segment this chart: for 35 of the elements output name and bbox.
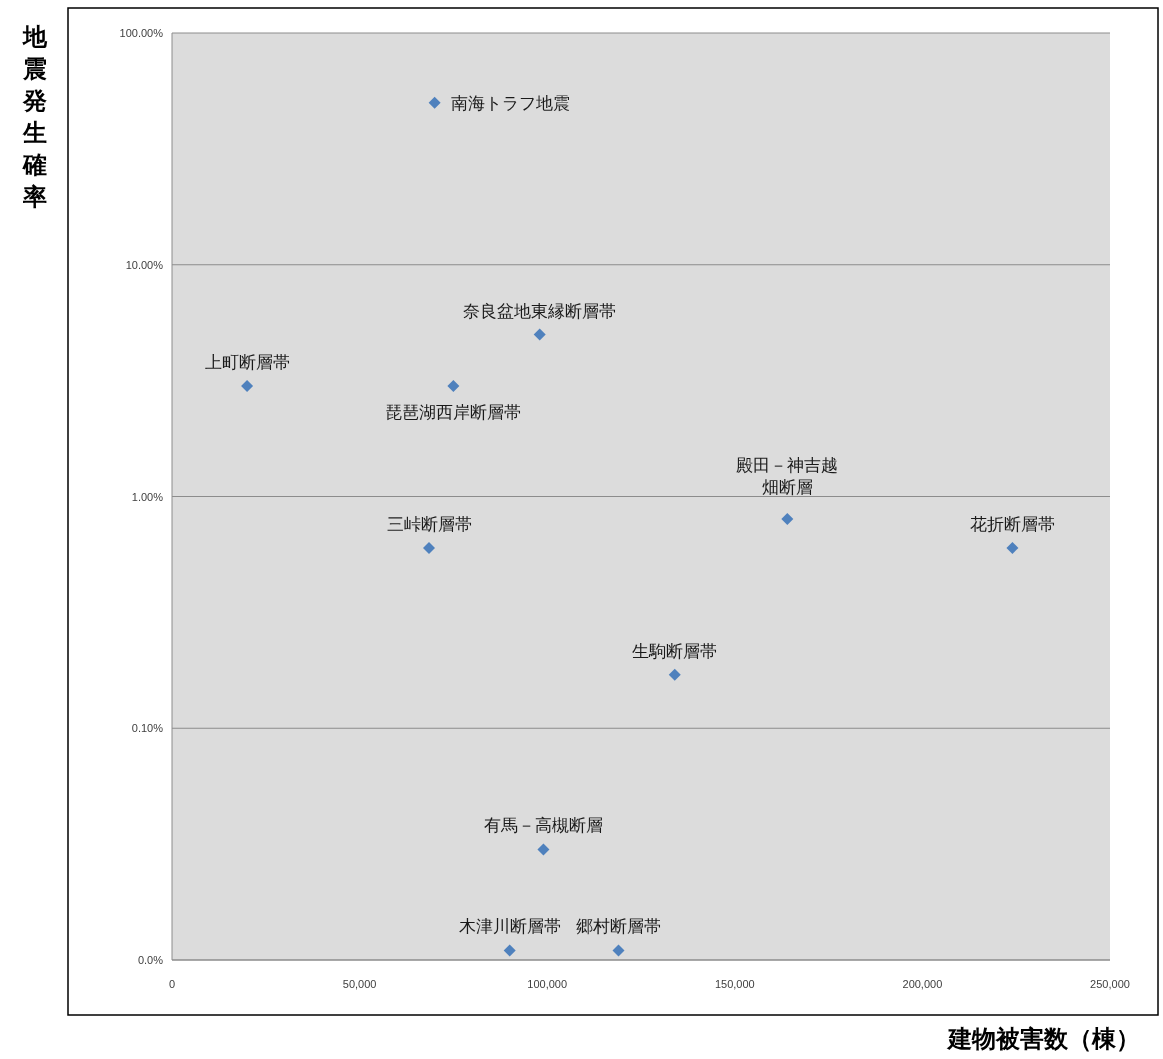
annotation: 殿田－神吉越畑断層 [735, 454, 840, 499]
y-tick-label: 100.00% [119, 27, 164, 39]
annotation: 郷村断層帯 [575, 917, 661, 937]
y-tick-label: 10.00% [125, 258, 164, 271]
point [503, 944, 516, 957]
point [612, 944, 625, 957]
xlabel: 建物被害数（棟） [948, 1025, 1140, 1052]
annotation: 南海トラフ地震 [450, 93, 570, 113]
point [1006, 541, 1019, 554]
x-tick-label: 250,000 [1090, 978, 1130, 990]
point [241, 379, 254, 392]
point [423, 541, 436, 554]
x-tick-label: 100,000 [527, 978, 568, 990]
ylabel: 地震発生確率 [23, 23, 47, 210]
annotation: 花折断層帯 [969, 514, 1055, 534]
annotation: 三峠断層帯 [386, 514, 472, 534]
point [537, 843, 550, 856]
annotation: 琵琶湖西岸断層帯 [385, 402, 522, 422]
annotation: 生駒断層帯 [632, 641, 718, 661]
point [781, 512, 794, 525]
point [533, 328, 546, 341]
x-tick-label: 0 [168, 978, 176, 990]
x-tick-label: 50,000 [342, 978, 377, 990]
point [668, 668, 681, 681]
annotation: 木津川断層帯 [458, 917, 561, 937]
annotation: 有馬－高槻断層 [483, 816, 603, 836]
y-tick-label: 1.00% [131, 490, 164, 503]
x-tick-label: 150,000 [714, 978, 755, 990]
annotation: 上町断層帯 [204, 352, 290, 372]
y-tick-label: 0.10% [131, 722, 164, 735]
y-tick-label: 0.0% [137, 954, 164, 966]
annotation: 奈良盆地東縁断層帯 [463, 301, 617, 321]
point [447, 379, 460, 392]
point [428, 96, 441, 109]
x-tick-label: 200,000 [902, 978, 943, 990]
